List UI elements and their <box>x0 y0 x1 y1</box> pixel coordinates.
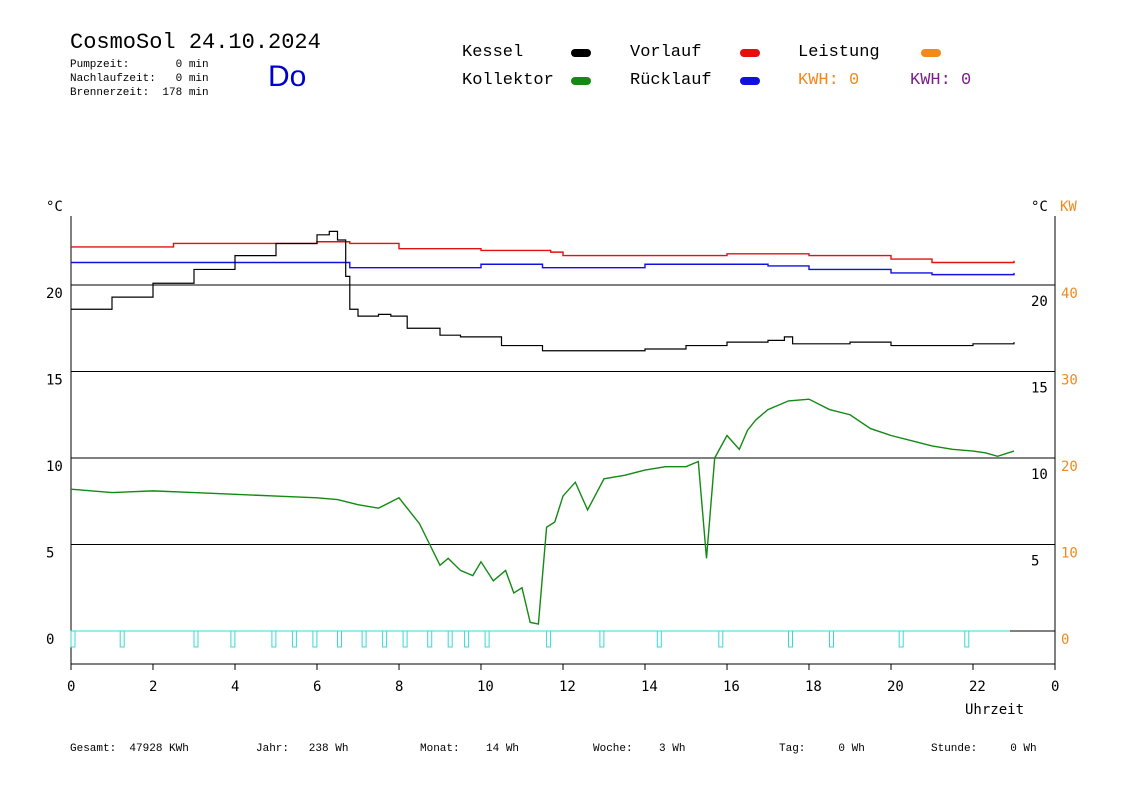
x-tick-label: 14 <box>641 679 658 695</box>
pump-pulse <box>484 630 490 648</box>
y-tick-kw: 0 <box>1061 632 1069 648</box>
legend-ruecklauf-swatch <box>740 77 760 85</box>
pump-pulse <box>291 630 297 648</box>
pump-pulse <box>447 630 453 648</box>
legend-leistung-label: Leistung <box>798 43 880 62</box>
y-tick-right: 10 <box>1031 467 1048 483</box>
x-tick-label: 20 <box>887 679 904 695</box>
footer-stunde: Stunde: 0 Wh <box>931 743 1037 755</box>
y-tick-kw: 30 <box>1061 373 1078 389</box>
series-line-rücklauf <box>71 261 1015 276</box>
footer-woche: Woche: 3 Wh <box>593 743 686 755</box>
y-tick-right: 5 <box>1031 554 1039 570</box>
footer-jahr: Jahr: 238 Wh <box>256 743 349 755</box>
pump-pulse <box>271 630 277 648</box>
pump-pulse <box>312 630 318 648</box>
pump-pulse <box>829 630 834 648</box>
pump-pulse <box>337 630 342 648</box>
pump-pulse <box>464 630 470 648</box>
y-tick-left: 20 <box>46 286 63 302</box>
series-line-kollektor <box>70 398 1015 625</box>
series-line-vorlauf <box>71 241 1015 264</box>
x-tick-label: 12 <box>559 679 576 695</box>
legend-kwh-purple: KWH: 0 <box>910 71 972 90</box>
y-tick-kw: 20 <box>1061 459 1078 475</box>
pump-pulse <box>402 630 408 648</box>
y-tick-left: 0 <box>46 632 54 648</box>
x-tick-label: 0 <box>1051 679 1059 695</box>
pumpzeit-text: Pumpzeit: 0 min <box>70 59 209 71</box>
legend-vorlauf-swatch <box>740 49 760 57</box>
legend-kwh-orange: KWH: 0 <box>798 71 860 90</box>
y-tick-kw: 40 <box>1061 286 1078 302</box>
x-tick-label: 2 <box>149 679 157 695</box>
y-axis-unit-kw: KW <box>1060 199 1077 215</box>
pump-pulse <box>656 630 662 648</box>
legend-leistung-swatch <box>921 49 941 57</box>
x-tick-label: 16 <box>723 679 740 695</box>
nachlaufzeit-text: Nachlaufzeit: 0 min <box>70 73 209 85</box>
pump-pulse <box>718 630 724 648</box>
pump-pulse <box>119 630 125 648</box>
pump-pulse <box>546 630 552 648</box>
legend-kessel-label: Kessel <box>462 43 524 62</box>
pump-pulse <box>898 630 904 648</box>
pump-pulse <box>427 630 433 648</box>
series-line-kessel <box>71 230 1015 352</box>
brennerzeit-text: Brennerzeit: 178 min <box>70 87 209 99</box>
pump-pulse <box>599 630 605 648</box>
chart-title: CosmoSol 24.10.2024 <box>70 30 321 55</box>
x-axis-label: Uhrzeit <box>965 702 1024 718</box>
legend-kessel-swatch <box>571 49 591 57</box>
y-axis-unit-left: °C <box>46 199 63 215</box>
x-tick-label: 10 <box>477 679 494 695</box>
x-tick-label: 8 <box>395 679 403 695</box>
x-tick-label: 6 <box>313 679 321 695</box>
y-tick-left: 10 <box>46 459 63 475</box>
y-tick-right: 20 <box>1031 294 1048 310</box>
y-tick-left: 5 <box>46 546 54 562</box>
x-tick-label: 18 <box>805 679 822 695</box>
footer-monat: Monat: 14 Wh <box>420 743 520 755</box>
pump-pulse <box>382 630 388 648</box>
y-tick-kw: 10 <box>1061 546 1078 562</box>
x-tick-label: 0 <box>67 679 75 695</box>
pump-pulse <box>70 630 76 648</box>
y-tick-right: 15 <box>1031 381 1048 397</box>
pump-pulse <box>964 630 970 648</box>
footer-tag: Tag: 0 Wh <box>779 743 865 755</box>
legend-ruecklauf-label: Rücklauf <box>630 71 712 90</box>
pump-pulse <box>230 630 236 648</box>
y-axis-unit-right: °C <box>1031 199 1048 215</box>
footer-gesamt: Gesamt: 47928 KWh <box>70 743 189 755</box>
legend-vorlauf-label: Vorlauf <box>630 43 702 62</box>
pump-pulse <box>361 630 367 648</box>
y-tick-left: 15 <box>46 373 63 389</box>
x-tick-label: 22 <box>969 679 986 695</box>
weekday-label: Do <box>268 60 307 93</box>
pump-pulse <box>788 630 793 648</box>
legend-kollektor-swatch <box>571 77 591 85</box>
pump-pulse <box>193 630 199 648</box>
x-tick-label: 4 <box>231 679 239 695</box>
legend-kollektor-label: Kollektor <box>462 71 554 90</box>
